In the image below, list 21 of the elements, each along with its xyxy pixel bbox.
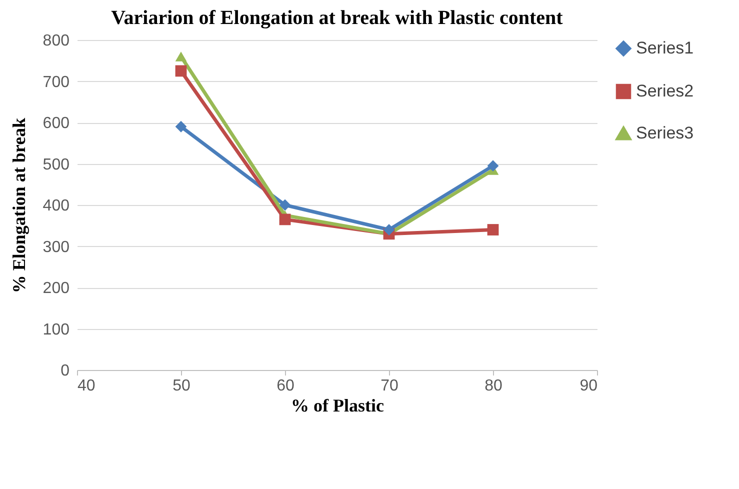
y-tick-label: 600 [42,115,70,132]
x-tick-label: 50 [172,378,190,394]
y-tick-label: 0 [60,362,70,380]
x-axis-title: % of Plastic [291,396,384,416]
chart-title: Variarion of Elongation at break with Plastic content [111,7,564,29]
legend-label: Series1 [636,38,694,58]
x-tick-label: 80 [484,378,502,394]
legend-label: Series3 [636,124,694,142]
x-tick-label: 60 [276,378,294,394]
y-tick-label: 500 [42,156,70,174]
y-tick-label: 800 [42,32,70,50]
x-tick-label: 40 [78,378,96,394]
y-axis-title: % Elongation at break [8,118,29,294]
x-tick-label: 70 [380,378,398,394]
y-tick-label: 400 [42,198,70,214]
y-tick-label: 200 [42,280,70,297]
y-tick-label: 300 [42,238,70,256]
y-tick-label: 700 [42,74,70,91]
y-tick-label: 100 [42,321,70,338]
x-tick-label: 90 [580,378,598,394]
legend-label: Series2 [636,82,694,100]
